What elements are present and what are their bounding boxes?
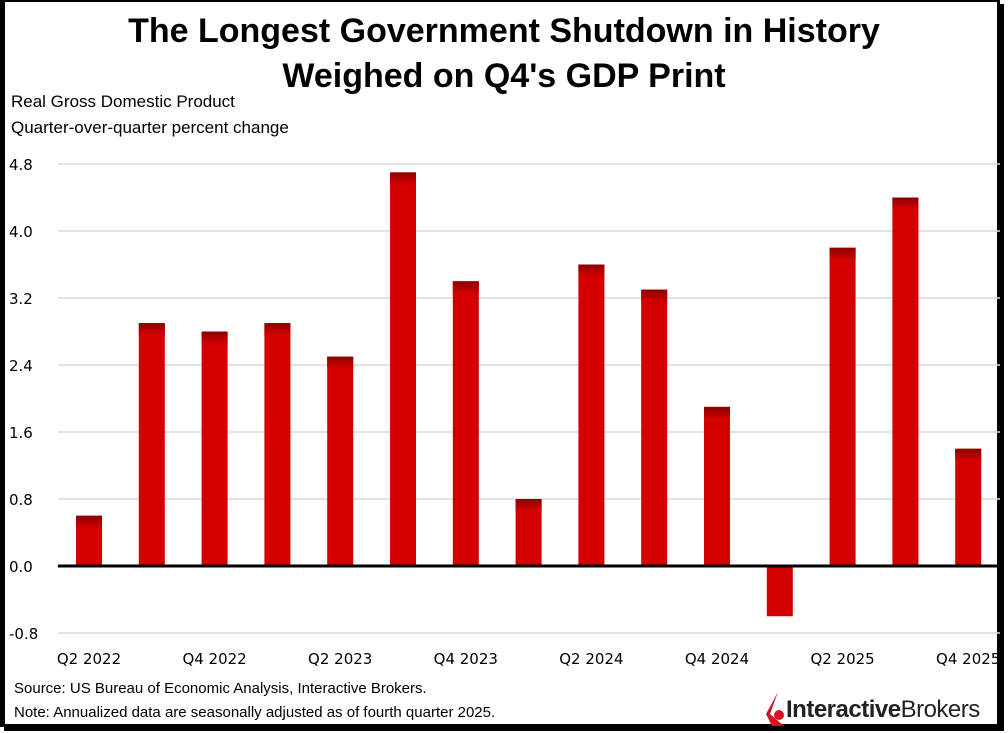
bar [452, 281, 479, 566]
bar [892, 197, 919, 566]
x-tick-label: Q4 2024 [685, 650, 749, 668]
y-tick-label: 0.0 [9, 558, 33, 576]
logo-flame-icon [766, 692, 784, 726]
bar [327, 356, 354, 566]
bar [955, 448, 982, 566]
bar [390, 172, 416, 566]
chart-subtitle-1: Real Gross Domestic Product [11, 92, 235, 111]
x-tick-label: Q2 2023 [308, 650, 372, 668]
bar [264, 323, 291, 566]
bar [829, 247, 856, 566]
y-tick-label: 3.2 [9, 290, 33, 308]
bar [766, 566, 793, 617]
bar [138, 323, 165, 566]
y-tick-label: -0.8 [9, 625, 38, 643]
bar-top-shade [390, 172, 416, 185]
y-tick-label: 1.6 [9, 424, 33, 442]
chart-title-line-2: Weighed on Q4's GDP Print [282, 57, 726, 95]
bar [578, 264, 605, 566]
x-tick-label: Q4 2023 [434, 650, 498, 668]
bar-top-shade [829, 247, 856, 260]
bar [704, 406, 730, 566]
bar-top-shade [578, 264, 605, 277]
bar-top-shade [76, 515, 102, 528]
data-note: Note: Annualized data are seasonally adj… [14, 704, 496, 721]
y-tick-label: 4.0 [9, 223, 33, 241]
y-tick-label: 4.8 [9, 156, 33, 174]
bar [641, 289, 668, 566]
bar-top-shade [515, 499, 542, 511]
bar-top-shade [138, 323, 165, 336]
chart-title-line-1: The Longest Government Shutdown in Histo… [128, 12, 880, 50]
source-note: Source: US Bureau of Economic Analysis, … [14, 680, 427, 697]
bar-top-shade [892, 197, 919, 210]
interactive-brokers-logo: InteractiveBrokers [764, 690, 980, 730]
bar-top-shade [641, 289, 668, 302]
x-tick-label: Q2 2024 [559, 650, 623, 668]
bar-top-shade [327, 356, 354, 369]
bar-top-shade [955, 448, 982, 461]
x-tick-label: Q2 2025 [810, 650, 874, 668]
x-tick-label: Q2 2022 [57, 650, 121, 668]
bar [201, 331, 228, 566]
chart-subtitle-2: Quarter-over-quarter percent change [11, 118, 289, 137]
x-tick-label: Q4 2022 [182, 650, 246, 668]
y-tick-label: 0.8 [9, 491, 33, 509]
bar-top-shade [704, 406, 730, 419]
bar-top-shade [452, 281, 479, 294]
x-tick-label: Q4 2025 [936, 650, 1000, 668]
bar-top-shade [264, 323, 291, 336]
logo-text: InteractiveBrokers [786, 696, 980, 723]
bar-top-shade [201, 331, 228, 344]
y-tick-label: 2.4 [9, 357, 33, 375]
